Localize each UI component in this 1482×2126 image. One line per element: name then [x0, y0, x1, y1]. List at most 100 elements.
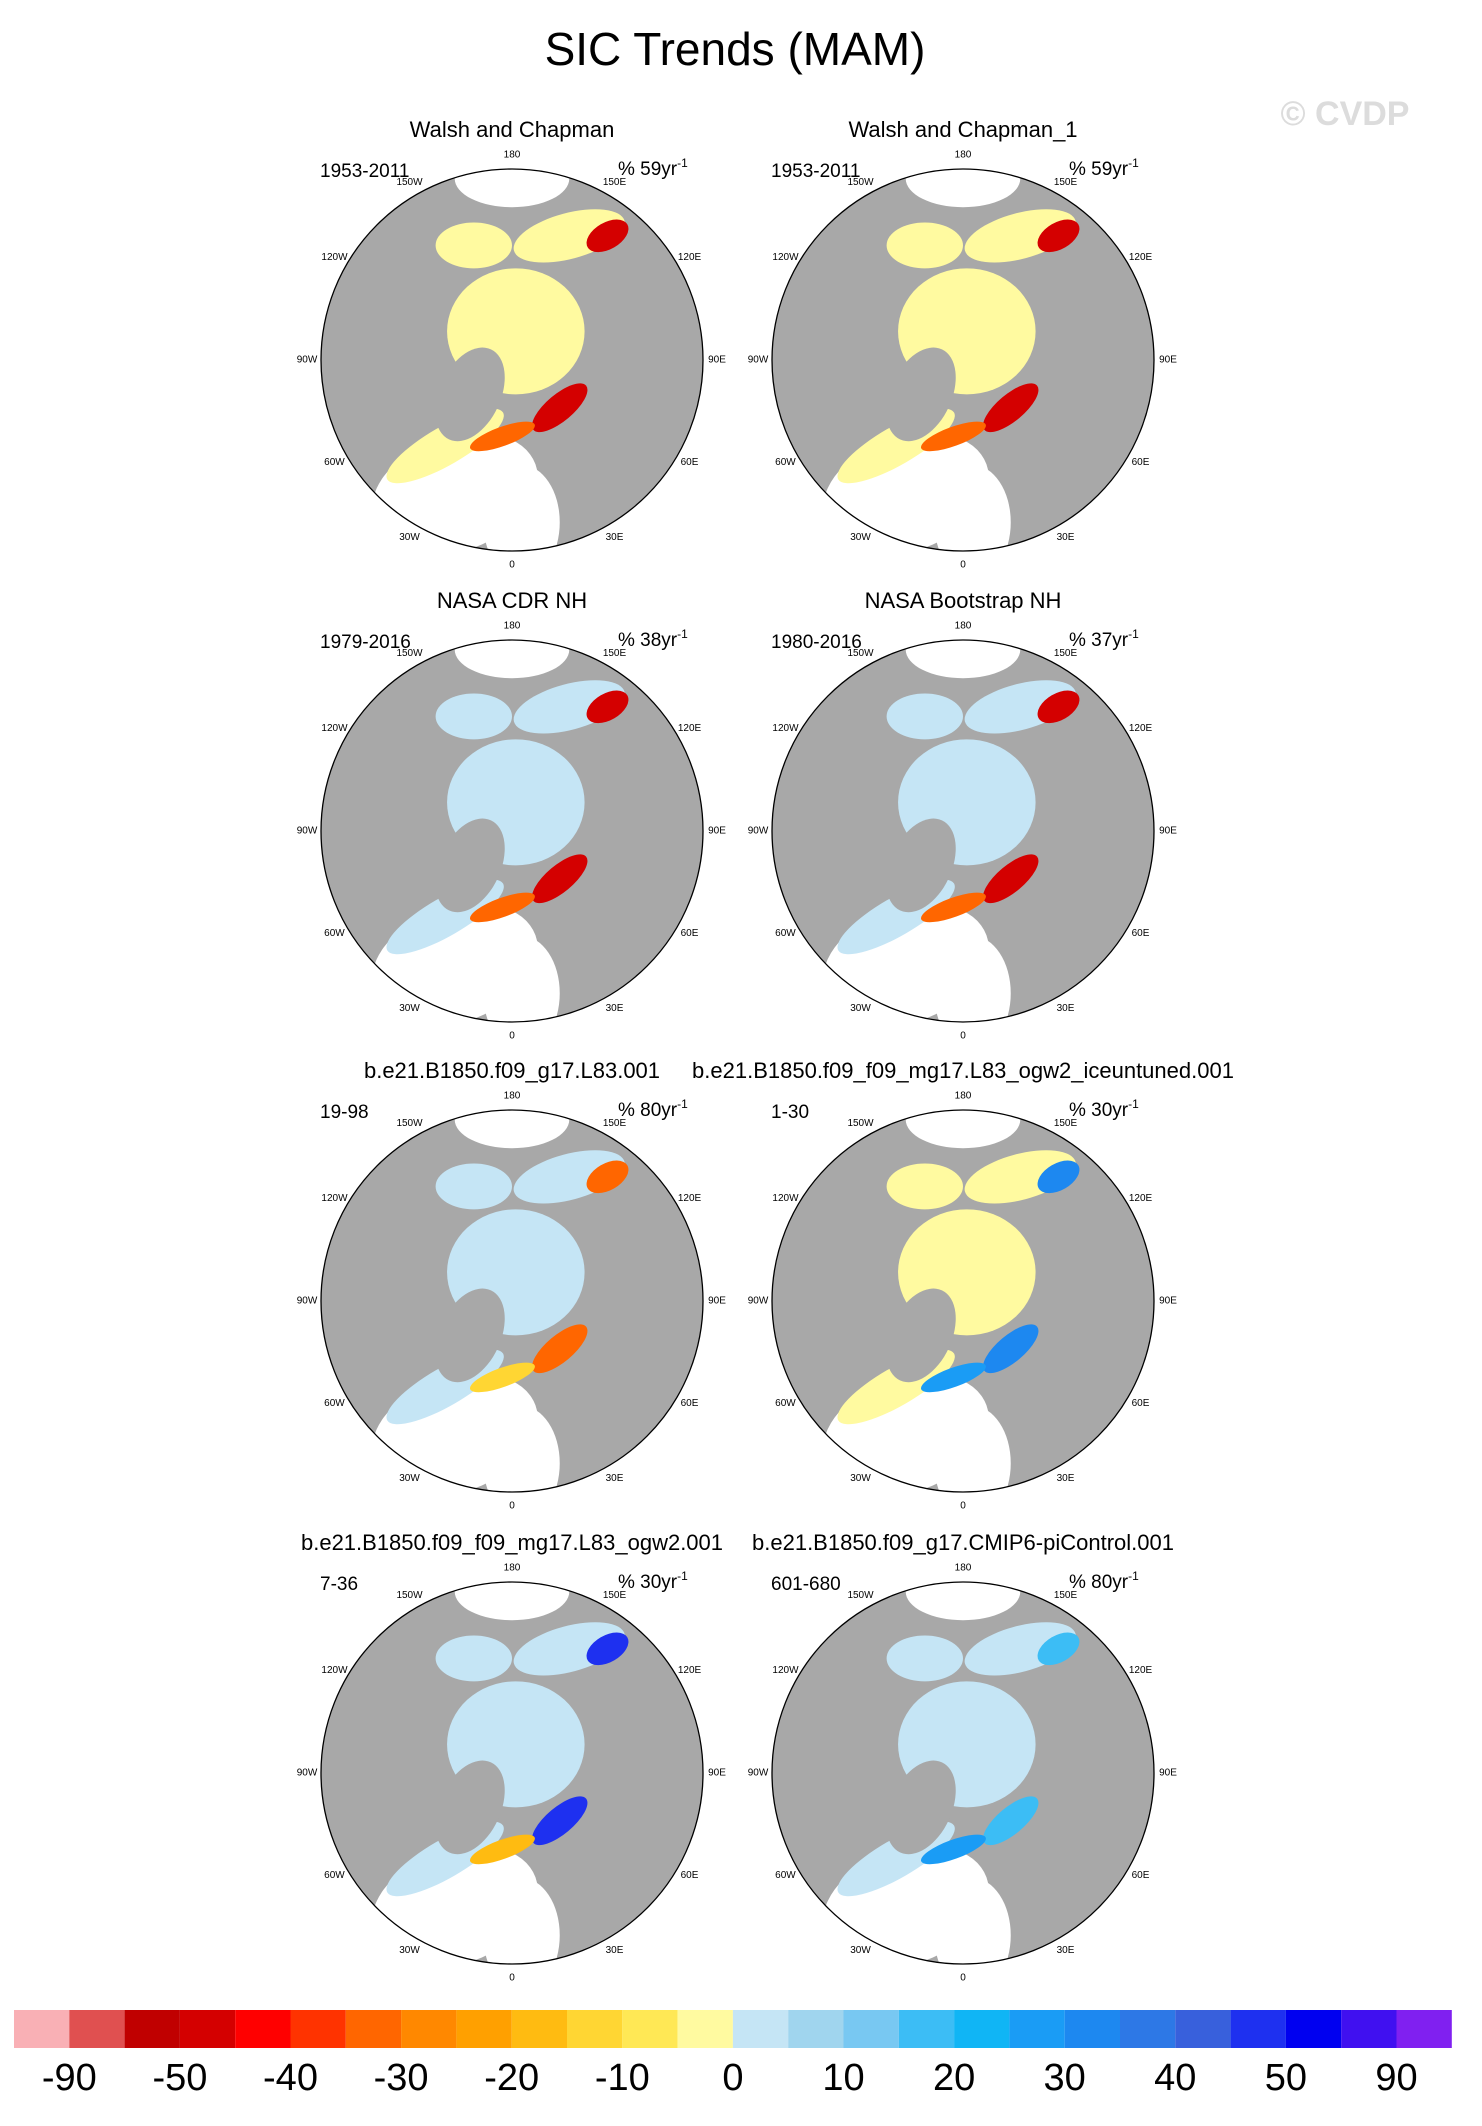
trend-patch: [469, 421, 535, 452]
colorbar-box: [622, 2010, 678, 2048]
ocean: [934, 936, 1011, 1022]
longitude-label: 150E: [603, 177, 627, 188]
panel-title: b.e21.B1850.f09_f09_mg17.L83_ogw2.001: [301, 1530, 723, 1555]
longitude-label: 150W: [847, 648, 874, 659]
longitude-label: 60W: [324, 928, 345, 939]
greenland: [886, 347, 956, 442]
trend-exponent: -1: [677, 627, 688, 641]
trend-exponent: -1: [1128, 627, 1139, 641]
map-border: [320, 168, 704, 552]
map-border: [771, 1581, 1155, 1965]
colorbar-box: [179, 2010, 236, 2048]
greenland: [886, 1288, 956, 1383]
period: 1953-2011: [771, 161, 860, 182]
trend-patch: [920, 1362, 986, 1393]
trend: % 38yr-1: [618, 627, 688, 651]
longitude-label: 60W: [324, 457, 345, 468]
map-panel: 0 30E 60E 90E 120E 150E 180 150W 120W 90W 60W 30W NA…: [748, 588, 1178, 1042]
longitude-label: 90W: [297, 355, 318, 366]
map: [772, 1110, 1154, 1492]
longitude-label: 60E: [681, 457, 699, 468]
trend-patch: [983, 1796, 1039, 1846]
panel-title: b.e21.B1850.f09_g17.L83.001: [364, 1058, 660, 1083]
sea-ice: [435, 1163, 512, 1210]
trend-patch: [469, 892, 535, 923]
colorbar-box: [677, 2010, 733, 2048]
longitude-label: 30W: [850, 1945, 871, 1956]
colorbar-label: 90: [1375, 2057, 1417, 2099]
trend-text: % 30yr: [1069, 1100, 1129, 1121]
colorbar-label: 10: [822, 2057, 864, 2099]
trend-patch: [920, 421, 986, 452]
longitude-label: 90W: [748, 1296, 769, 1307]
colorbar-box: [235, 2010, 291, 2048]
trend-exponent: -1: [677, 1097, 688, 1111]
longitude-label: 120E: [1129, 1665, 1153, 1676]
longitude-label: 30W: [399, 532, 420, 543]
longitude-label: 0: [509, 1031, 515, 1042]
map-border: [771, 639, 1155, 1023]
trend: % 59yr-1: [1069, 156, 1139, 180]
colorbar-box: [511, 2010, 567, 2048]
longitude-label: 180: [955, 621, 972, 632]
ocean: [905, 169, 1021, 208]
panel-title: b.e21.B1850.f09_f09_mg17.L83_ogw2_iceunt…: [692, 1058, 1234, 1083]
colorbar-box: [69, 2010, 125, 2048]
trend-patch: [983, 1324, 1039, 1374]
sea-ice: [886, 222, 963, 269]
longitude-label: 150E: [603, 1590, 627, 1601]
longitude-label: 150E: [603, 1118, 627, 1129]
longitude-label: 30E: [606, 1003, 624, 1014]
longitude-label: 150W: [847, 177, 874, 188]
sea-ice: [435, 693, 512, 740]
period: 601-680: [771, 1574, 841, 1595]
period: 1979-2016: [320, 632, 411, 653]
longitude-label: 60E: [1132, 1870, 1150, 1881]
trend-text: % 38yr: [618, 630, 678, 651]
longitude-label: 30W: [399, 1945, 420, 1956]
watermark: © CVDP: [1281, 95, 1410, 133]
longitude-label: 30W: [399, 1473, 420, 1484]
trend-exponent: -1: [1128, 156, 1139, 170]
colorbar-label: 40: [1154, 2057, 1196, 2099]
longitude-label: 30W: [850, 1003, 871, 1014]
trend-patch: [1037, 1632, 1080, 1666]
trend-text: % 80yr: [618, 1100, 678, 1121]
ocean: [454, 169, 570, 208]
ocean: [483, 465, 560, 551]
longitude-label: 120E: [1129, 1193, 1153, 1204]
colorbar-box: [1341, 2010, 1397, 2048]
longitude-label: 90W: [748, 826, 769, 837]
longitude-label: 180: [955, 150, 972, 161]
trend-text: % 30yr: [618, 1572, 678, 1593]
trend-exponent: -1: [677, 156, 688, 170]
longitude-label: 60E: [681, 1870, 699, 1881]
longitude-label: 60E: [1132, 1398, 1150, 1409]
longitude-label: 90W: [297, 1768, 318, 1779]
longitude-label: 120W: [321, 252, 348, 263]
longitude-label: 120W: [321, 1665, 348, 1676]
longitude-label: 30E: [1057, 1003, 1075, 1014]
colorbar-label: -50: [152, 2057, 207, 2099]
map-panel: 0 30E 60E 90E 120E 150E 180 150W 120W 90W 60W 30W NA…: [297, 588, 727, 1042]
colorbar-box: [1009, 2010, 1065, 2048]
colorbar-box: [14, 2010, 70, 2048]
longitude-label: 150E: [1054, 648, 1078, 659]
colorbar-box: [1396, 2010, 1452, 2048]
longitude-label: 120E: [1129, 252, 1153, 263]
longitude-label: 60W: [775, 1870, 796, 1881]
longitude-label: 30E: [1057, 1945, 1075, 1956]
longitude-label: 0: [960, 1031, 966, 1042]
ocean: [483, 1878, 560, 1964]
map-border: [320, 639, 704, 1023]
longitude-label: 60E: [681, 1398, 699, 1409]
map: [772, 640, 1154, 1022]
greenland: [435, 818, 505, 913]
colorbar-label: 30: [1044, 2057, 1086, 2099]
longitude-label: 0: [960, 1501, 966, 1512]
sea-ice: [886, 1163, 963, 1210]
panel-title: Walsh and Chapman: [410, 117, 615, 142]
map-panel: 0 30E 60E 90E 120E 150E 180 150W 120W 90W 60W 30W b.…: [297, 1058, 727, 1512]
colorbar-box: [345, 2010, 402, 2048]
trend-patch: [983, 854, 1039, 904]
